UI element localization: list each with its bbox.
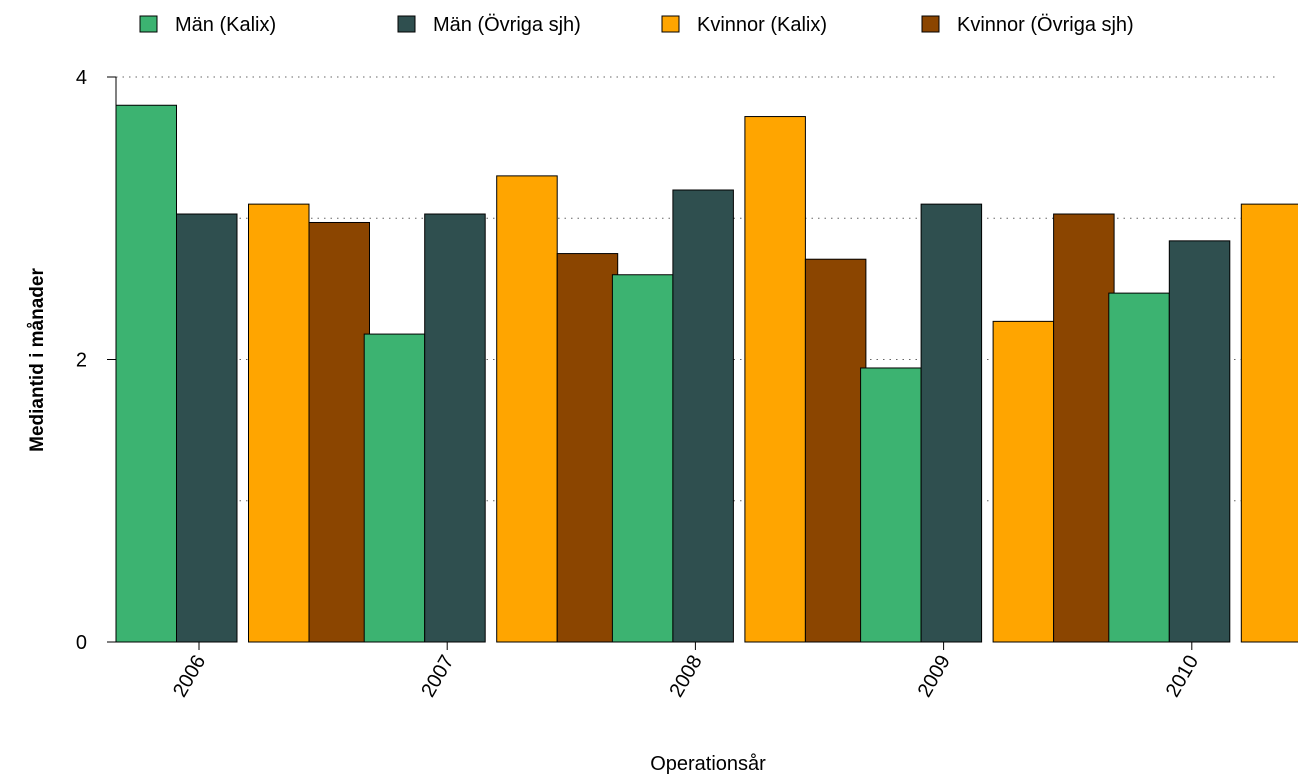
- legend: Män (Kalix) Män (Övriga sjh) Kvinnor (Kali…: [139, 14, 1134, 36]
- y-tick-label: 2: [76, 350, 87, 372]
- x-tick-label: 2008: [665, 652, 706, 702]
- bar: [176, 213, 238, 643]
- bar: [992, 320, 1055, 643]
- y-axis-title: Mediantid i månader: [27, 268, 48, 452]
- bar: [744, 116, 806, 643]
- bar: [115, 104, 177, 643]
- bar: [308, 221, 370, 643]
- x-axis-title: Operationsår: [650, 753, 766, 774]
- x-tick-label: 2009: [914, 652, 955, 702]
- legend-swatch: [397, 15, 416, 33]
- legend-label: Män (Kalix): [175, 14, 276, 36]
- bar: [496, 175, 558, 643]
- bar: [920, 203, 983, 643]
- bar: [1108, 292, 1170, 643]
- legend-label: Kvinnor (Kalix): [697, 14, 827, 36]
- bar: [1168, 240, 1231, 643]
- x-tick-label: 2007: [417, 652, 458, 702]
- bar: [1053, 213, 1115, 643]
- bar: [672, 189, 734, 643]
- bar: [556, 253, 619, 643]
- y-tick-label: 4: [76, 67, 87, 89]
- legend-swatch: [139, 15, 158, 33]
- x-tick-label: 2010: [1162, 652, 1203, 702]
- bar: [860, 367, 922, 643]
- legend-swatch: [921, 15, 940, 33]
- bar: [1240, 203, 1298, 643]
- bar: [611, 274, 674, 643]
- bar: [248, 203, 310, 643]
- y-tick-label: 0: [76, 632, 87, 654]
- bars: [115, 104, 1298, 643]
- bar: [363, 333, 426, 643]
- x-tick-label: 2006: [169, 652, 210, 702]
- x-ticks: 2006 2007 2008 2009 2010: [169, 642, 1203, 701]
- legend-swatch: [661, 15, 680, 33]
- y-ticks: 0 2 4: [76, 67, 116, 654]
- legend-label: Kvinnor (Övriga sjh): [957, 14, 1134, 36]
- legend-label: Män (Övriga sjh): [433, 14, 581, 36]
- bar: [804, 258, 867, 643]
- bar: [424, 213, 486, 643]
